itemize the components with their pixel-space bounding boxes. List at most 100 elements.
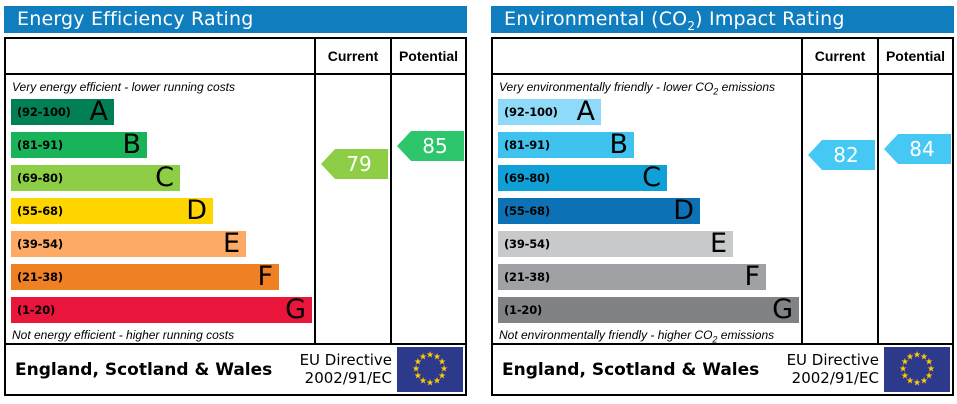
column-header-potential: Potential (390, 39, 465, 75)
band-range-label: (39-54) (17, 236, 63, 251)
header-spacer (6, 39, 314, 75)
band-letter: A (576, 95, 595, 127)
panel-title-bar: Energy Efficiency Rating (4, 6, 467, 33)
band-bar: (39-54) E (498, 227, 733, 259)
column-header-current: Current (314, 39, 390, 75)
band-letter: E (709, 227, 727, 259)
current-column: 79 (314, 75, 390, 343)
band-bar: (1-20) G (11, 293, 312, 325)
band-bar: (21-38) F (11, 263, 279, 290)
eu-flag-star: ★ (419, 352, 427, 362)
band-bar: (1-20) G (498, 293, 799, 325)
eu-flag-star: ★ (925, 358, 933, 368)
bottom-caption: Not environmentally friendly - higher CO… (499, 328, 775, 343)
eu-flag-star: ★ (433, 377, 441, 387)
panel-footer: England, Scotland & Wales EU Directive 2… (4, 343, 467, 396)
eu-flag-star: ★ (920, 352, 928, 362)
band-bar: (69-80) C (498, 161, 667, 193)
potential-column: 84 (877, 75, 952, 343)
band-range-label: (1-20) (17, 302, 56, 317)
bottom-caption: Not energy efficient - higher running co… (12, 328, 235, 342)
top-caption: Very environmentally friendly - lower CO… (499, 80, 775, 97)
eu-flag-star: ★ (412, 365, 420, 375)
band-letter: B (609, 128, 628, 160)
current-value: 82 (833, 143, 859, 167)
band-letter: F (744, 260, 760, 292)
band-bar: (81-91) B (498, 128, 634, 160)
band-row: (81-91) B (493, 128, 801, 161)
band-letter: D (673, 194, 694, 226)
band-row: (39-54) E (6, 227, 314, 260)
band-chart: Very environmentally friendly - lower CO… (493, 75, 801, 343)
band-letter: G (772, 293, 793, 325)
band-row: (39-54) E (493, 227, 801, 260)
band-row: (55-68) D (493, 194, 801, 227)
band-range-label: (92-100) (17, 104, 71, 119)
eu-flag-star: ★ (901, 372, 909, 382)
header-spacer (493, 39, 801, 75)
rating-table: Current Potential Very energy efficient … (4, 37, 467, 345)
panel-title-rest: ) Impact Rating (695, 8, 845, 30)
band-range-label: (1-20) (504, 302, 543, 317)
band-range-label: (92-100) (504, 104, 558, 119)
energy-efficiency-panel: Energy Efficiency Rating Current Potenti… (4, 6, 467, 396)
band-range-label: (69-80) (504, 170, 550, 185)
footer-region: England, Scotland & Wales (502, 359, 760, 380)
current-arrow: 82 (808, 140, 875, 170)
band-bar: (92-100) A (498, 95, 601, 127)
top-caption: Very energy efficient - lower running co… (12, 80, 235, 94)
eu-flag-star: ★ (440, 365, 448, 375)
current-arrow: 79 (321, 149, 388, 179)
panel-title-bar: Environmental (CO2) Impact Rating (491, 6, 954, 33)
eu-flag-star: ★ (906, 352, 914, 362)
band-range-label: (55-68) (504, 203, 550, 218)
panel-footer: England, Scotland & Wales EU Directive 2… (491, 343, 954, 396)
eu-flag-icon: ★★★★★★★★★★★★ (884, 347, 950, 392)
band-row: (21-38) F (493, 260, 801, 293)
eu-directive-label: EU Directive 2002/91/EC (299, 351, 392, 387)
eu-flag-star: ★ (899, 365, 907, 375)
eu-flag-star: ★ (925, 372, 933, 382)
potential-value: 85 (422, 134, 448, 158)
panel-title: Energy Efficiency Rating (17, 8, 254, 30)
eu-flag-star: ★ (913, 379, 921, 389)
band-bar: (21-38) F (498, 260, 766, 292)
band-letter: B (122, 128, 141, 160)
band-bar: (92-100) A (11, 95, 114, 127)
footer-region: England, Scotland & Wales (15, 359, 273, 380)
environmental-impact-panel: Environmental (CO2) Impact Rating Curren… (491, 6, 954, 396)
band-row: (21-38) F (6, 260, 314, 293)
eu-flag-star: ★ (438, 358, 446, 368)
band-letter: C (642, 161, 661, 193)
panel-title-subscript: 2 (687, 18, 696, 33)
eu-flag-star: ★ (438, 372, 446, 382)
band-row: (69-80) C (6, 161, 314, 194)
band-row: (1-20) G (493, 293, 801, 326)
band-list: (92-100) A (81-91) B (69-80) C (55-68) D… (6, 95, 314, 326)
band-bar: (55-68) D (11, 197, 213, 224)
band-row: (69-80) C (493, 161, 801, 194)
current-value: 79 (346, 152, 372, 176)
band-range-label: (55-68) (17, 203, 63, 218)
band-range-label: (81-91) (17, 137, 63, 152)
band-range-label: (21-38) (504, 269, 550, 284)
band-range-label: (81-91) (504, 137, 550, 152)
band-list: (92-100) A (81-91) B (69-80) C (55-68) D… (493, 95, 801, 326)
band-letter: G (285, 293, 306, 325)
eu-flag-star: ★ (414, 358, 422, 368)
eu-flag-star: ★ (426, 379, 434, 389)
eu-flag-star: ★ (920, 377, 928, 387)
eu-flag-star: ★ (433, 352, 441, 362)
band-range-label: (21-38) (17, 269, 63, 284)
band-row: (1-20) G (6, 293, 314, 326)
potential-column: 85 (390, 75, 465, 343)
column-header-current: Current (801, 39, 877, 75)
band-bar: (81-91) B (11, 128, 147, 160)
band-range-label: (39-54) (504, 236, 550, 251)
eu-flag-icon: ★★★★★★★★★★★★ (397, 347, 463, 392)
band-bar: (69-80) C (11, 164, 180, 191)
eu-flag-star: ★ (927, 365, 935, 375)
band-letter: A (89, 95, 108, 127)
eu-directive-label: EU Directive 2002/91/EC (786, 351, 879, 387)
